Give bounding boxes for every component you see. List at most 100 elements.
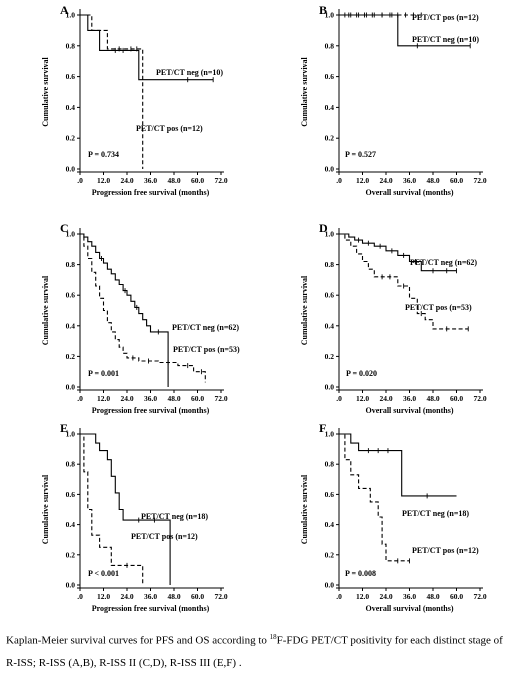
x-tick-label: 60.0 [450, 592, 463, 601]
panel-label-f: F [319, 421, 326, 435]
caption-superscript: 18 [269, 633, 277, 641]
y-tick-label: 0.0 [325, 581, 335, 590]
x-tick-label: 24.0 [120, 394, 133, 403]
y-tick-label: 0.2 [66, 134, 76, 143]
y-tick-label: 0.4 [325, 520, 335, 529]
series-label: PET/CT neg (n=18) [141, 512, 208, 521]
x-tick-label: 72.0 [214, 176, 227, 185]
y-tick-label: 0.2 [66, 550, 76, 559]
y-axis-label: Cumulative survival [41, 56, 50, 126]
x-tick-label: 24.0 [379, 394, 392, 403]
y-tick-label: 0.8 [325, 260, 335, 269]
panel-b: B 0.0 0.2 0.4 0.6 0.8 1.0 .0 12.0 24.0 36.0 48.0 60.… [300, 3, 487, 197]
y-tick-label: 0.0 [325, 165, 335, 174]
y-tick-label: 0.6 [325, 291, 335, 300]
x-tick-label: 12.0 [97, 176, 110, 185]
y-tick-label: 0.6 [325, 72, 335, 81]
y-tick-label: 0.0 [66, 165, 76, 174]
y-tick-label: 0.4 [325, 103, 335, 112]
series-label: PET/CT neg (n=62) [410, 258, 477, 267]
y-tick-label: 0.4 [66, 321, 76, 330]
y-axis-label: Cumulative survival [41, 275, 50, 345]
y-tick-label: 0.0 [325, 383, 335, 392]
y-tick-label: 1.0 [66, 430, 76, 439]
x-tick-label: 48.0 [426, 176, 439, 185]
panel-d: D 0.0 0.2 0.4 0.6 0.8 1.0 .0 12.0 24.0 36.0 48.0 60.… [300, 221, 487, 415]
x-tick-label: 36.0 [144, 592, 157, 601]
p-value-label: P = 0.734 [88, 150, 119, 159]
panel-f: F 0.0 0.2 0.4 0.6 0.8 1.0 .0 12.0 24.0 36.0 48.0 60.… [300, 421, 487, 613]
x-axis-label: Progression free survival (months) [92, 406, 210, 415]
series-line-pet-neg [339, 433, 457, 497]
series-label: PET/CT neg (n=62) [172, 323, 239, 332]
y-tick-label: 0.4 [66, 103, 76, 112]
series-label: PET/CT pos (n=12) [412, 13, 479, 22]
panel-label-c: C [60, 221, 69, 235]
x-tick-label: 12.0 [97, 394, 110, 403]
series-label: PET/CT pos (n=12) [136, 124, 203, 133]
x-tick-label: 60.0 [191, 394, 204, 403]
x-tick-label: 12.0 [356, 176, 369, 185]
panel-label-a: A [60, 3, 69, 17]
x-tick-label: 72.0 [473, 394, 486, 403]
x-tick-label: 72.0 [214, 592, 227, 601]
x-tick-label: .0 [336, 176, 342, 185]
series-label: PET/CT neg (n=18) [402, 509, 469, 518]
x-tick-label: 36.0 [144, 176, 157, 185]
series-label: PET/CT pos (n=53) [173, 345, 240, 354]
series-label: PET/CT pos (n=12) [131, 532, 198, 541]
series-line-pet-neg [80, 14, 214, 81]
x-tick-label: 24.0 [120, 176, 133, 185]
x-tick-label: 36.0 [403, 592, 416, 601]
series-line-pet-neg [80, 433, 171, 585]
x-tick-label: 12.0 [97, 592, 110, 601]
x-tick-label: .0 [336, 394, 342, 403]
panel-label-e: E [60, 421, 68, 435]
panel-label-b: B [319, 3, 327, 17]
series-line-pet-pos [80, 14, 144, 169]
x-tick-label: .0 [77, 394, 83, 403]
y-axis-label: Cumulative survival [300, 56, 309, 126]
y-tick-label: 1.0 [325, 11, 335, 20]
series-label: PET/CT neg (n=10) [412, 35, 479, 44]
y-tick-label: 0.0 [66, 383, 76, 392]
series-line-pet-pos [339, 433, 410, 562]
y-tick-label: 0.2 [325, 134, 335, 143]
y-tick-label: 0.8 [66, 41, 76, 50]
x-tick-label: 48.0 [167, 592, 180, 601]
x-tick-label: 72.0 [214, 394, 227, 403]
x-tick-label: 60.0 [450, 394, 463, 403]
panel-c: C 0.0 0.2 0.4 0.6 0.8 1.0 .0 12.0 24.0 36.0 48.0 60.… [41, 221, 240, 415]
panel-e: E 0.0 0.2 0.4 0.6 0.8 1.0 .0 12.0 24.0 36.0 48.0 60.… [41, 421, 228, 613]
caption-text-end: F-FDG PET/CT positivity for each distinc… [6, 634, 503, 669]
panel-a: A 0.0 0.2 0.4 0.6 0.8 1.0 .0 12.0 24.0 36.0 48.0 60.… [41, 3, 228, 197]
series-line-pet-pos [80, 233, 206, 383]
y-axis-label: Cumulative survival [300, 275, 309, 345]
x-tick-label: 60.0 [191, 176, 204, 185]
x-tick-label: 24.0 [379, 592, 392, 601]
panel-label-d: D [319, 221, 328, 235]
x-tick-label: .0 [77, 176, 83, 185]
x-tick-label: 48.0 [167, 176, 180, 185]
y-tick-label: 0.6 [66, 291, 76, 300]
x-tick-label: 24.0 [379, 176, 392, 185]
x-tick-label: .0 [336, 592, 342, 601]
y-tick-label: 0.2 [66, 352, 76, 361]
x-tick-label: 36.0 [403, 394, 416, 403]
y-tick-label: 0.2 [325, 352, 335, 361]
series-label: PET/CT pos (n=12) [412, 546, 479, 555]
p-value-label: P = 0.527 [345, 150, 376, 159]
y-tick-label: 1.0 [66, 11, 76, 20]
x-axis-label: Overall survival (months) [366, 188, 454, 197]
y-tick-label: 1.0 [66, 230, 76, 239]
x-tick-label: 36.0 [403, 176, 416, 185]
x-tick-label: .0 [77, 592, 83, 601]
series-line-pet-pos [80, 433, 144, 585]
series-line-pet-neg [339, 14, 471, 47]
y-tick-label: 0.6 [66, 490, 76, 499]
series-line-pet-neg [80, 233, 169, 387]
series-label: PET/CT neg (n=10) [156, 68, 223, 77]
y-tick-label: 1.0 [325, 430, 335, 439]
p-value-label: P = 0.008 [345, 569, 376, 578]
